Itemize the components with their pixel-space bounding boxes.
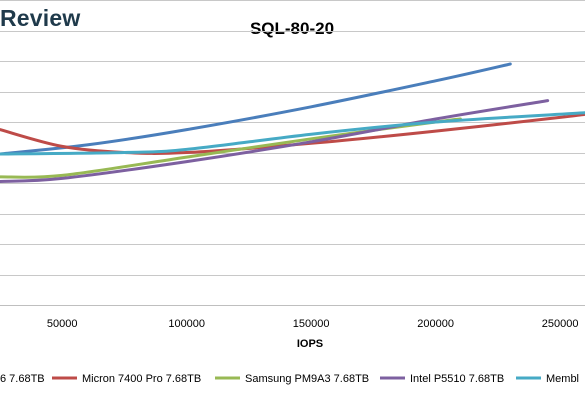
x-tick-label: 50000 [47,318,78,330]
legend-label-6-7-68tb: 6 7.68TB [0,373,45,385]
x-tick-label: 200000 [417,318,454,330]
legend-label-membl: Membl [546,373,579,385]
legend-label-samsung-pm9a3-7-68tb: Samsung PM9A3 7.68TB [245,373,369,385]
legend-label-intel-p5510-7-68tb: Intel P5510 7.68TB [410,373,504,385]
x-tick-label: 250000 [542,318,579,330]
x-axis-label: IOPS [297,338,323,350]
legend: 6 7.68TB Micron 7400 Pro 7.68TB Samsung PM… [0,373,579,385]
series-line-intel-p5510-7-68tb [0,99,550,183]
review-logo: Review [0,5,81,31]
chart-title: SQL-80-20 [250,19,334,38]
series-line-membl [0,111,585,156]
series-line-micron-7400-pro-7-68tb [0,112,585,155]
series-lines [0,62,585,183]
x-tick-label: 150000 [293,318,330,330]
x-tick-label: 100000 [168,318,205,330]
x-axis-ticks: 50000 100000 150000 200000 250000 [47,318,579,330]
series-line-6-7-68tb [0,62,512,156]
legend-label-micron-7400-pro-7-68tb: Micron 7400 Pro 7.68TB [82,373,201,385]
gridlines [0,0,585,306]
